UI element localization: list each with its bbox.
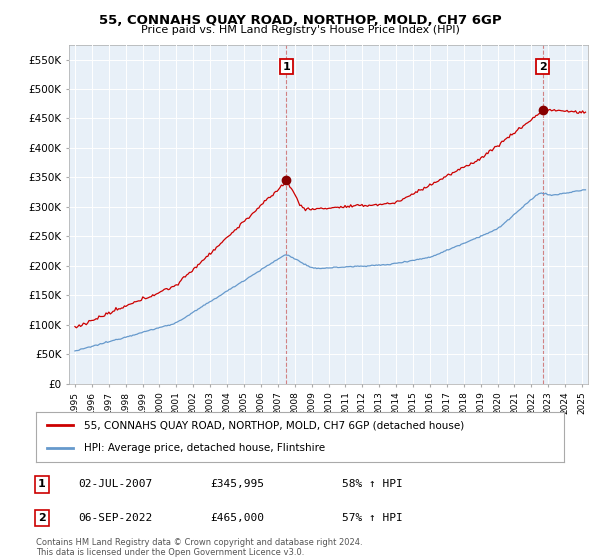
Text: 06-SEP-2022: 06-SEP-2022 xyxy=(78,513,152,523)
Text: 58% ↑ HPI: 58% ↑ HPI xyxy=(342,479,403,489)
Text: Contains HM Land Registry data © Crown copyright and database right 2024.
This d: Contains HM Land Registry data © Crown c… xyxy=(36,538,362,557)
Text: HPI: Average price, detached house, Flintshire: HPI: Average price, detached house, Flin… xyxy=(83,443,325,453)
Text: 2: 2 xyxy=(38,513,46,523)
Text: £465,000: £465,000 xyxy=(210,513,264,523)
Text: 57% ↑ HPI: 57% ↑ HPI xyxy=(342,513,403,523)
Text: 02-JUL-2007: 02-JUL-2007 xyxy=(78,479,152,489)
Text: 1: 1 xyxy=(283,62,290,72)
Text: 55, CONNAHS QUAY ROAD, NORTHOP, MOLD, CH7 6GP (detached house): 55, CONNAHS QUAY ROAD, NORTHOP, MOLD, CH… xyxy=(83,420,464,430)
Text: Price paid vs. HM Land Registry's House Price Index (HPI): Price paid vs. HM Land Registry's House … xyxy=(140,25,460,35)
Text: £345,995: £345,995 xyxy=(210,479,264,489)
Text: 2: 2 xyxy=(539,62,547,72)
Text: 55, CONNAHS QUAY ROAD, NORTHOP, MOLD, CH7 6GP: 55, CONNAHS QUAY ROAD, NORTHOP, MOLD, CH… xyxy=(98,14,502,27)
Text: 1: 1 xyxy=(38,479,46,489)
